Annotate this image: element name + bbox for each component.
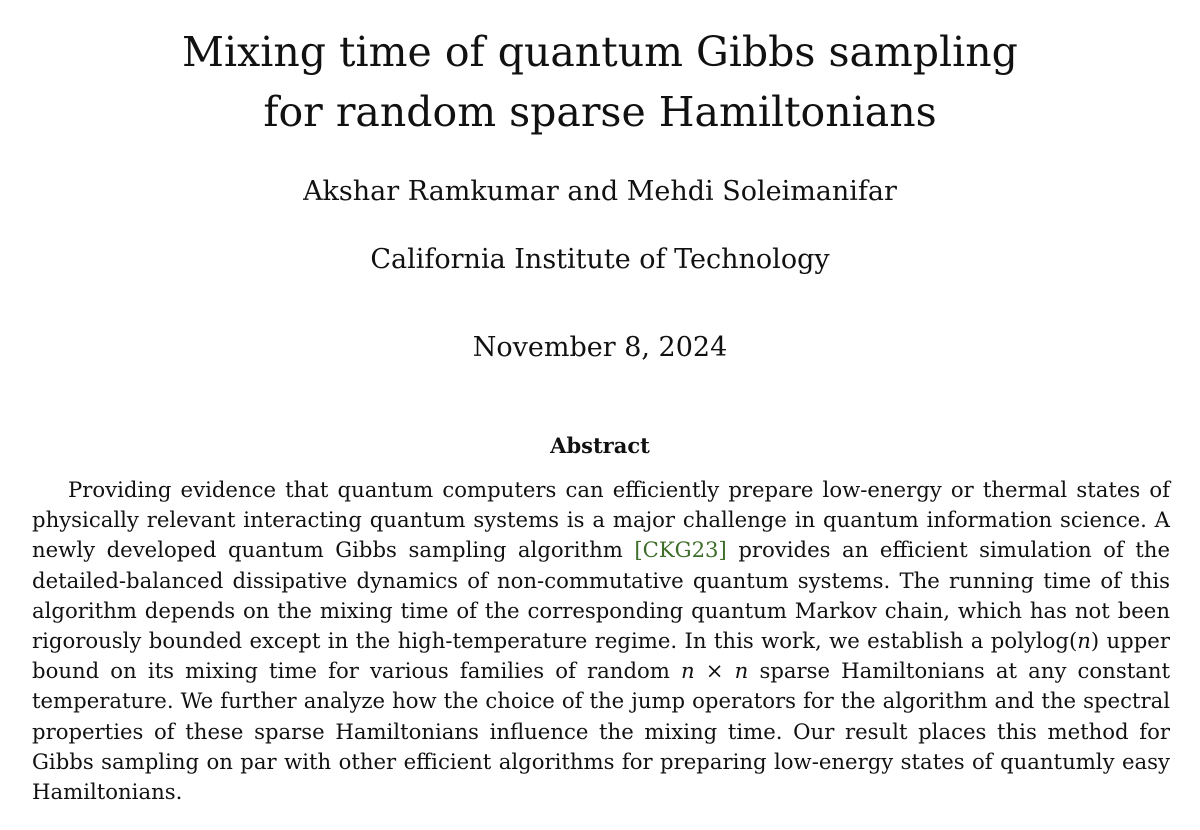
citation-link-ckg23[interactable]: [CKG23] <box>634 537 727 563</box>
paper-title: Mixing time of quantum Gibbs sampling fo… <box>0 22 1200 142</box>
affiliation: California Institute of Technology <box>370 244 830 275</box>
math-n: n <box>1077 628 1091 654</box>
abstract-text-1: Providing evidence that quantum computer… <box>32 477 1170 563</box>
authors: Akshar Ramkumar and Mehdi Soleimanifar <box>303 176 897 207</box>
abstract-text-4: sparse Hamiltonians at any constant temp… <box>32 658 1171 805</box>
abstract-text-2: provides an efficient simulation of the … <box>32 537 1170 654</box>
abstract-body: Providing evidence that quantum computer… <box>32 475 1170 807</box>
title-line-2: for random sparse Hamiltonians <box>263 88 937 136</box>
abstract-text-3: ) upper bound on its mixing time for var… <box>32 628 1170 684</box>
abstract-heading: Abstract <box>550 433 650 458</box>
publication-date: November 8, 2024 <box>472 332 728 363</box>
math-n-by-n: n × n <box>681 658 749 684</box>
title-line-1: Mixing time of quantum Gibbs sampling <box>182 28 1018 76</box>
